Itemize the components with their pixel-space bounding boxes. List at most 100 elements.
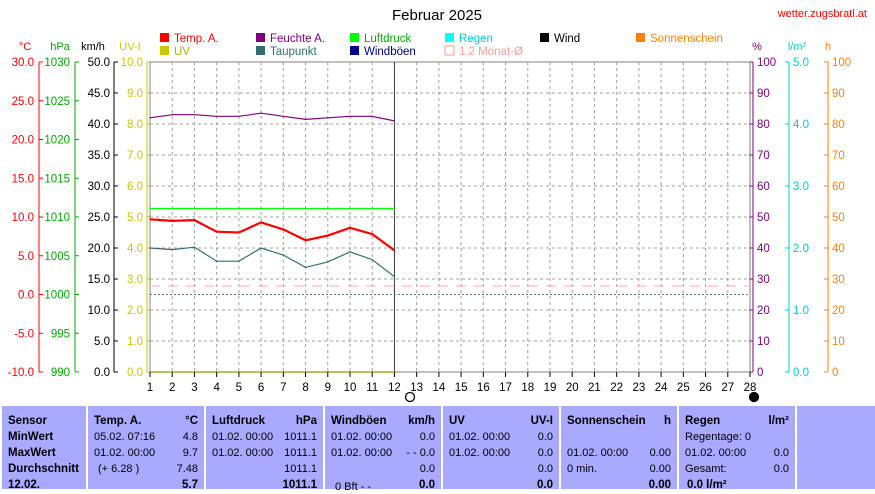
point-luftdruck xyxy=(349,207,351,210)
legend-windb-en-swatch xyxy=(350,46,359,55)
left-axis-2-tick-label: 45.0 xyxy=(88,88,110,100)
left-axis-2-tick-label: 50.0 xyxy=(88,57,110,69)
right-axis-0-tick-label: 70 xyxy=(757,150,770,162)
left-axis-3-unit: UV-I xyxy=(119,41,140,53)
stats-box-gusts: Windböen km/h 01.02. 00:00 0.0 01.02. 00… xyxy=(325,406,441,493)
point-taupunkt xyxy=(149,247,151,249)
x-tick-label: 22 xyxy=(610,382,623,394)
left-axes: °C 30.0 25.0 20.0 15.0 10.0 5.0 0.0 -5.0 -10.0 hPa… xyxy=(8,41,151,379)
pressure-min-date: 01.02. 00:00 xyxy=(212,431,274,443)
right-axis-0-tick-label: 40 xyxy=(757,243,770,255)
left-axis-2-tick-label: 5.0 xyxy=(94,336,110,348)
legend-taupunkt-swatch xyxy=(256,46,265,55)
right-axis-1-tick-label: 2.0 xyxy=(793,243,809,255)
point-feuchte-a xyxy=(371,115,373,117)
point-feuchte-a xyxy=(216,115,218,117)
point-luftdruck xyxy=(216,207,218,210)
legend-regen-label: Regen xyxy=(459,33,493,45)
x-tick-label: 21 xyxy=(588,382,601,394)
legend: Temp. A. Feuchte A. Luftdruck Regen Wind Sonn… xyxy=(160,33,723,58)
point-temp-a xyxy=(305,239,307,241)
point-taupunkt xyxy=(238,260,240,262)
point-luftdruck xyxy=(149,207,151,210)
weather-chart: Februar 2025 wetter.zugsbratl.at Temp. A… xyxy=(8,7,867,403)
x-tick-label: 3 xyxy=(191,382,197,394)
moon-full-icon xyxy=(404,391,416,403)
legend-luftdruck-swatch xyxy=(350,33,359,42)
point-temp-a xyxy=(349,227,351,229)
source-label: wetter.zugsbratl.at xyxy=(777,8,867,20)
x-tick-label: 19 xyxy=(544,382,557,394)
right-axis-2-tick-label: 10 xyxy=(832,336,845,348)
left-axis-1-tick-label: 990 xyxy=(51,367,70,379)
stats-header-sensor: Sensor xyxy=(8,415,47,427)
uv-max-value: 0.0 xyxy=(537,447,553,459)
uv-current-value: 0.0 xyxy=(537,479,553,491)
rain-total-label: Gesamt: xyxy=(685,463,727,475)
right-axis-2-tick-label: 80 xyxy=(832,119,845,131)
point-feuchte-a xyxy=(171,114,173,116)
point-taupunkt xyxy=(305,266,307,268)
x-tick-label: 24 xyxy=(655,382,668,394)
right-axis-0-unit: % xyxy=(752,41,762,53)
x-tick-label: 7 xyxy=(280,382,286,394)
gusts-unit: km/h xyxy=(408,415,435,427)
rain-current-value: 0.0 l/m² xyxy=(687,479,727,491)
point-luftdruck xyxy=(305,207,307,210)
x-tick-label: 28 xyxy=(744,382,757,394)
gusts-max-value: - - 0.0 xyxy=(406,447,435,459)
left-axis-3-tick-label: 3.0 xyxy=(127,274,143,286)
temp-min-value: 4.8 xyxy=(182,431,198,443)
left-axis-3-tick-label: 7.0 xyxy=(127,150,143,162)
stats-row-max: MaxWert xyxy=(8,447,56,459)
legend-regen-swatch xyxy=(445,33,454,42)
point-feuchte-a xyxy=(149,117,151,119)
right-axis-2-tick-label: 30 xyxy=(832,274,845,286)
uv-max-date: 01.02. 00:00 xyxy=(449,447,511,459)
point-temp-a xyxy=(238,231,240,234)
gusts-min-date: 01.02. 00:00 xyxy=(331,431,393,443)
left-axis-0-unit: °C xyxy=(19,41,31,53)
legend-wind-label: Wind xyxy=(554,33,580,45)
gusts-current-note: 0 Bft - - xyxy=(335,481,372,493)
point-luftdruck xyxy=(393,207,395,210)
point-temp-a xyxy=(171,220,173,222)
right-axis-0-tick-label: 10 xyxy=(757,336,770,348)
left-axis-1-tick-label: 995 xyxy=(51,328,70,340)
point-temp-a xyxy=(193,219,195,221)
left-axis-2-tick-label: 15.0 xyxy=(88,274,110,286)
left-axis-0-tick-label: 20.0 xyxy=(12,135,34,147)
stats-box-sensor: Sensor MinWert MaxWert Durchschnitt 12.0… xyxy=(2,406,86,491)
temp-max-value: 9.7 xyxy=(182,447,198,459)
pressure-unit: hPa xyxy=(295,415,317,427)
x-tick-label: 27 xyxy=(721,382,734,394)
sunshine-header: Sonnenschein xyxy=(567,415,646,427)
x-tick-label: 2 xyxy=(169,382,175,394)
x-tick-label: 9 xyxy=(325,382,331,394)
left-axis-2-tick-label: 30.0 xyxy=(88,181,110,193)
sunshine-unit: h xyxy=(663,415,671,427)
series-layer xyxy=(149,112,751,373)
point-1-2-monat xyxy=(749,285,751,287)
left-axis-1-tick-label: 1030 xyxy=(44,57,70,69)
legend-luftdruck-label: Luftdruck xyxy=(364,33,412,45)
point-taupunkt xyxy=(349,251,351,253)
stats-row-min: MinWert xyxy=(8,431,54,443)
gusts-header: Windböen xyxy=(331,415,387,427)
x-tick-label: 4 xyxy=(213,382,220,394)
x-tick-label: 25 xyxy=(677,382,690,394)
x-tick-label: 12 xyxy=(388,382,401,394)
series-temp-a xyxy=(149,218,396,252)
point-taupunkt xyxy=(327,261,329,263)
right-axis-0-tick-label: 20 xyxy=(757,305,770,317)
gusts-min-value: 0.0 xyxy=(419,431,435,443)
left-axis-2-tick-label: 35.0 xyxy=(88,150,110,162)
left-axis-0-tick-label: -10.0 xyxy=(8,367,34,379)
sunshine-value: 0.00 xyxy=(649,447,671,459)
x-tick-label: 15 xyxy=(455,382,468,394)
legend-1-2-monat-label: 1.2 Monat-Ø xyxy=(459,46,523,58)
stats-box-sunshine: Sonnenschein h 01.02. 00:00 0.00 0 min. … xyxy=(561,406,677,491)
left-axis-2-tick-label: 10.0 xyxy=(88,305,110,317)
point-feuchte-a xyxy=(305,118,307,120)
x-tick-label: 6 xyxy=(258,382,264,394)
